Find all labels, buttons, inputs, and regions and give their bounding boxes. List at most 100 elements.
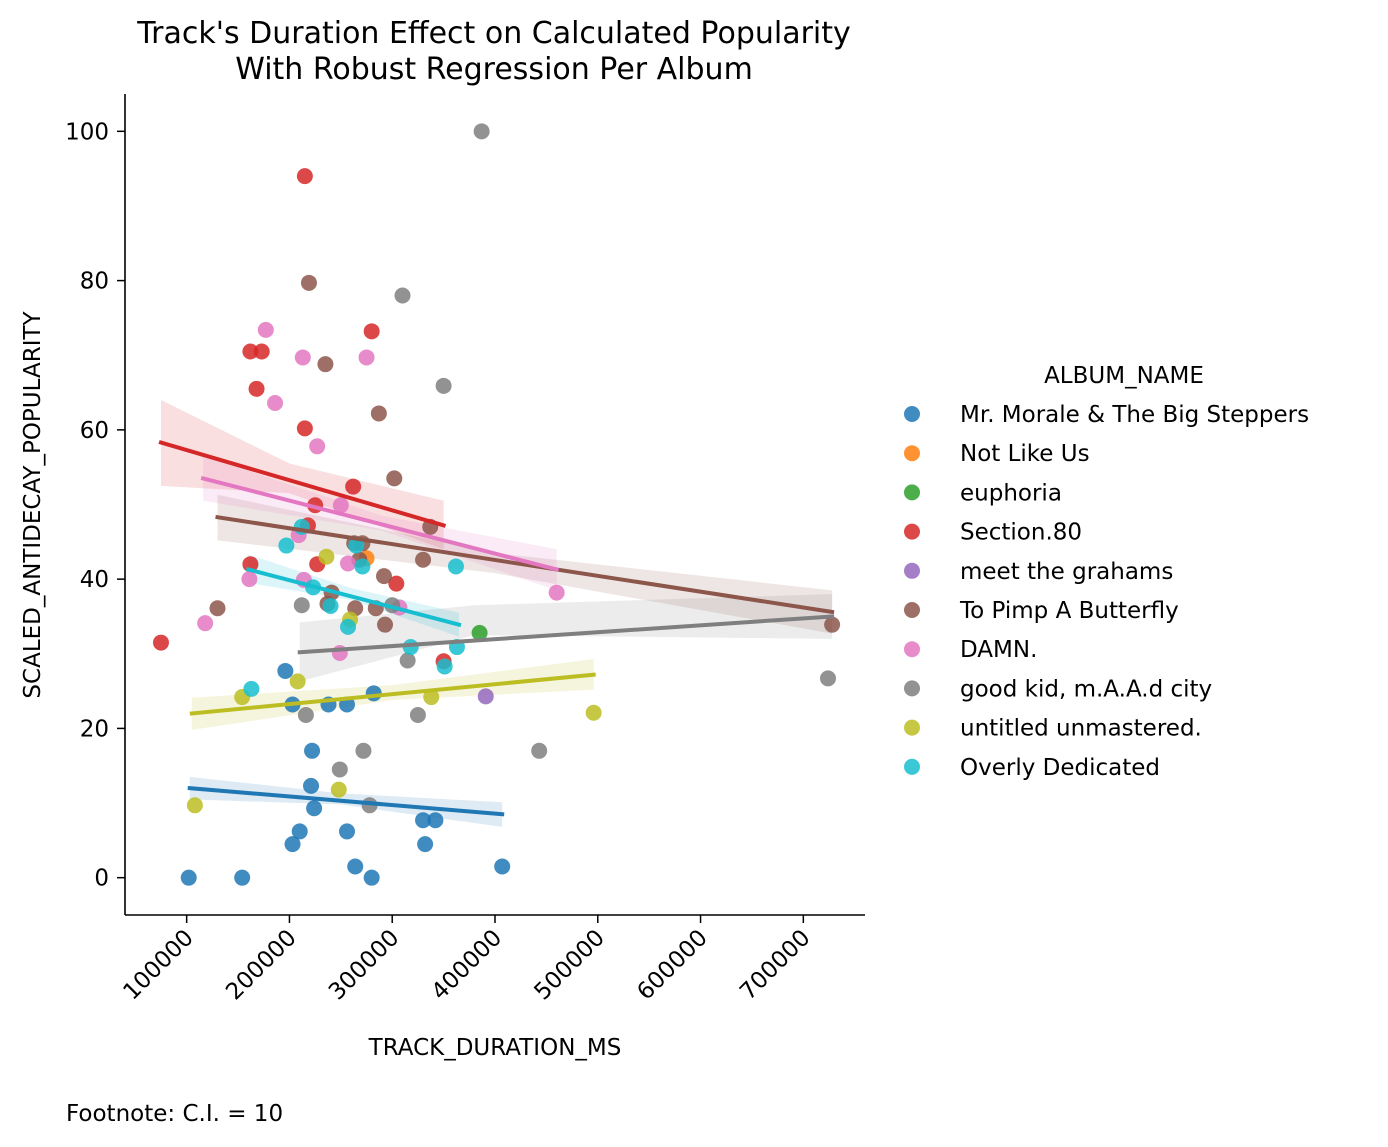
legend: ALBUM_NAME Mr. Morale & The Big Steppers… (904, 363, 1309, 781)
point-mr-morale-the-big-steppers (417, 836, 434, 853)
x-tick-label: 100000 (118, 925, 198, 1005)
point-overly-dedicated (354, 558, 371, 575)
point-damn (257, 321, 274, 338)
point-euphoria (471, 624, 488, 641)
point-good-kid-m-a-a-d-city (297, 706, 314, 723)
point-good-kid-m-a-a-d-city (409, 706, 426, 723)
legend-items: Mr. Morale & The Big Steppers Not Like Us… (904, 402, 1309, 781)
point-untitled-unmastered (423, 689, 440, 706)
point-good-kid-m-a-a-d-city (399, 652, 416, 669)
point-mr-morale-the-big-steppers (427, 812, 444, 829)
point-good-kid-m-a-a-d-city (473, 123, 490, 140)
point-good-kid-m-a-a-d-city (331, 761, 348, 778)
point-mr-morale-the-big-steppers (304, 742, 321, 759)
point-section-80 (253, 343, 270, 360)
point-untitled-unmastered (289, 673, 306, 690)
point-good-kid-m-a-a-d-city (435, 377, 452, 394)
x-tick-label: 200000 (221, 925, 301, 1005)
point-section-80 (296, 420, 313, 437)
point-to-pimp-a-butterfly (824, 616, 841, 633)
point-to-pimp-a-butterfly (377, 616, 394, 633)
point-mr-morale-the-big-steppers (415, 812, 432, 829)
legend-marker-mr-morale-the-big-steppers (904, 406, 920, 422)
legend-label: Overly Dedicated (960, 755, 1160, 781)
fit-line-to-pimp-a-butterfly (215, 514, 835, 615)
point-section-80 (363, 323, 380, 340)
x-tick-label: 300000 (324, 925, 404, 1005)
legend-label: Section.80 (960, 520, 1082, 546)
fit-line-mr-morale-the-big-steppers (187, 785, 505, 817)
legend-marker-damn (904, 641, 920, 658)
point-section-80 (242, 343, 259, 360)
point-overly-dedicated (322, 598, 339, 615)
point-mr-morale-the-big-steppers (494, 858, 511, 875)
legend-marker-not-like-us (904, 445, 920, 462)
point-damn (294, 349, 311, 366)
x-axis-label: TRACK_DURATION_MS (368, 1035, 622, 1061)
legend-label: DAMN. (960, 637, 1037, 663)
point-to-pimp-a-butterfly (415, 551, 432, 568)
legend-marker-untitled-unmastered (904, 719, 920, 736)
point-damn (548, 584, 565, 601)
point-damn (267, 394, 284, 411)
point-section-80 (296, 168, 313, 185)
confidence-bands (160, 400, 833, 827)
point-good-kid-m-a-a-d-city (394, 287, 411, 304)
fit-line-good-kid-m-a-a-d-city (297, 614, 835, 655)
point-good-kid-m-a-a-d-city (355, 742, 372, 759)
chart-title: Track's Duration Effect on Calculated Po… (136, 16, 851, 51)
x-tick-label: 700000 (735, 925, 815, 1005)
point-overly-dedicated (436, 658, 453, 675)
chart-subtitle: With Robust Regression Per Album (235, 52, 753, 87)
point-untitled-unmastered (585, 704, 602, 721)
y-tick-label: 40 (80, 567, 109, 593)
point-mr-morale-the-big-steppers (303, 777, 320, 794)
point-to-pimp-a-butterfly (370, 405, 387, 422)
band-section-80 (160, 400, 444, 550)
point-damn (358, 349, 375, 366)
point-mr-morale-the-big-steppers (306, 800, 323, 817)
legend-label: To Pimp A Butterfly (959, 598, 1179, 624)
legend-label: untitled unmastered. (960, 716, 1202, 742)
point-mr-morale-the-big-steppers (180, 869, 197, 886)
x-ticks: 100000 200000 300000 400000 500000 600000 7000… (118, 915, 816, 1005)
point-damn (197, 615, 214, 632)
fit-line-overly-dedicated (245, 566, 462, 628)
x-tick-label: 600000 (632, 925, 712, 1005)
point-mr-morale-the-big-steppers (365, 685, 382, 702)
point-damn (309, 438, 326, 455)
y-tick-label: 100 (65, 119, 109, 145)
fit-line-untitled-unmastered (189, 672, 596, 716)
legend-marker-to-pimp-a-butterfly (904, 602, 920, 618)
legend-marker-meet-the-grahams (904, 562, 920, 579)
point-section-80 (152, 634, 169, 651)
point-section-80 (248, 380, 265, 397)
regression-lines (158, 440, 835, 817)
point-mr-morale-the-big-steppers (347, 858, 364, 875)
point-mr-morale-the-big-steppers (291, 823, 308, 840)
point-section-80 (242, 556, 259, 573)
legend-marker-overly-dedicated (904, 758, 920, 775)
point-untitled-unmastered (330, 781, 347, 798)
y-tick-label: 80 (80, 269, 109, 295)
point-to-pimp-a-butterfly (209, 600, 226, 617)
legend-title: ALBUM_NAME (1044, 363, 1204, 389)
legend-label: Not Like Us (960, 441, 1090, 467)
point-section-80 (388, 575, 405, 592)
footnote: Footnote: C.I. = 10 (66, 1101, 283, 1127)
point-damn (332, 497, 349, 514)
legend-label: good kid, m.A.A.d city (960, 676, 1212, 702)
point-to-pimp-a-butterfly (386, 470, 403, 487)
fit-line-section-80 (158, 440, 447, 528)
point-good-kid-m-a-a-d-city (820, 670, 836, 687)
point-overly-dedicated (348, 537, 365, 554)
legend-marker-euphoria (904, 484, 920, 501)
y-tick-label: 60 (80, 418, 109, 444)
y-tick-label: 20 (80, 716, 109, 742)
x-tick-label: 400000 (427, 925, 507, 1005)
point-mr-morale-the-big-steppers (363, 869, 380, 886)
point-overly-dedicated (278, 537, 295, 554)
point-mr-morale-the-big-steppers (284, 836, 301, 853)
point-damn (241, 571, 258, 588)
